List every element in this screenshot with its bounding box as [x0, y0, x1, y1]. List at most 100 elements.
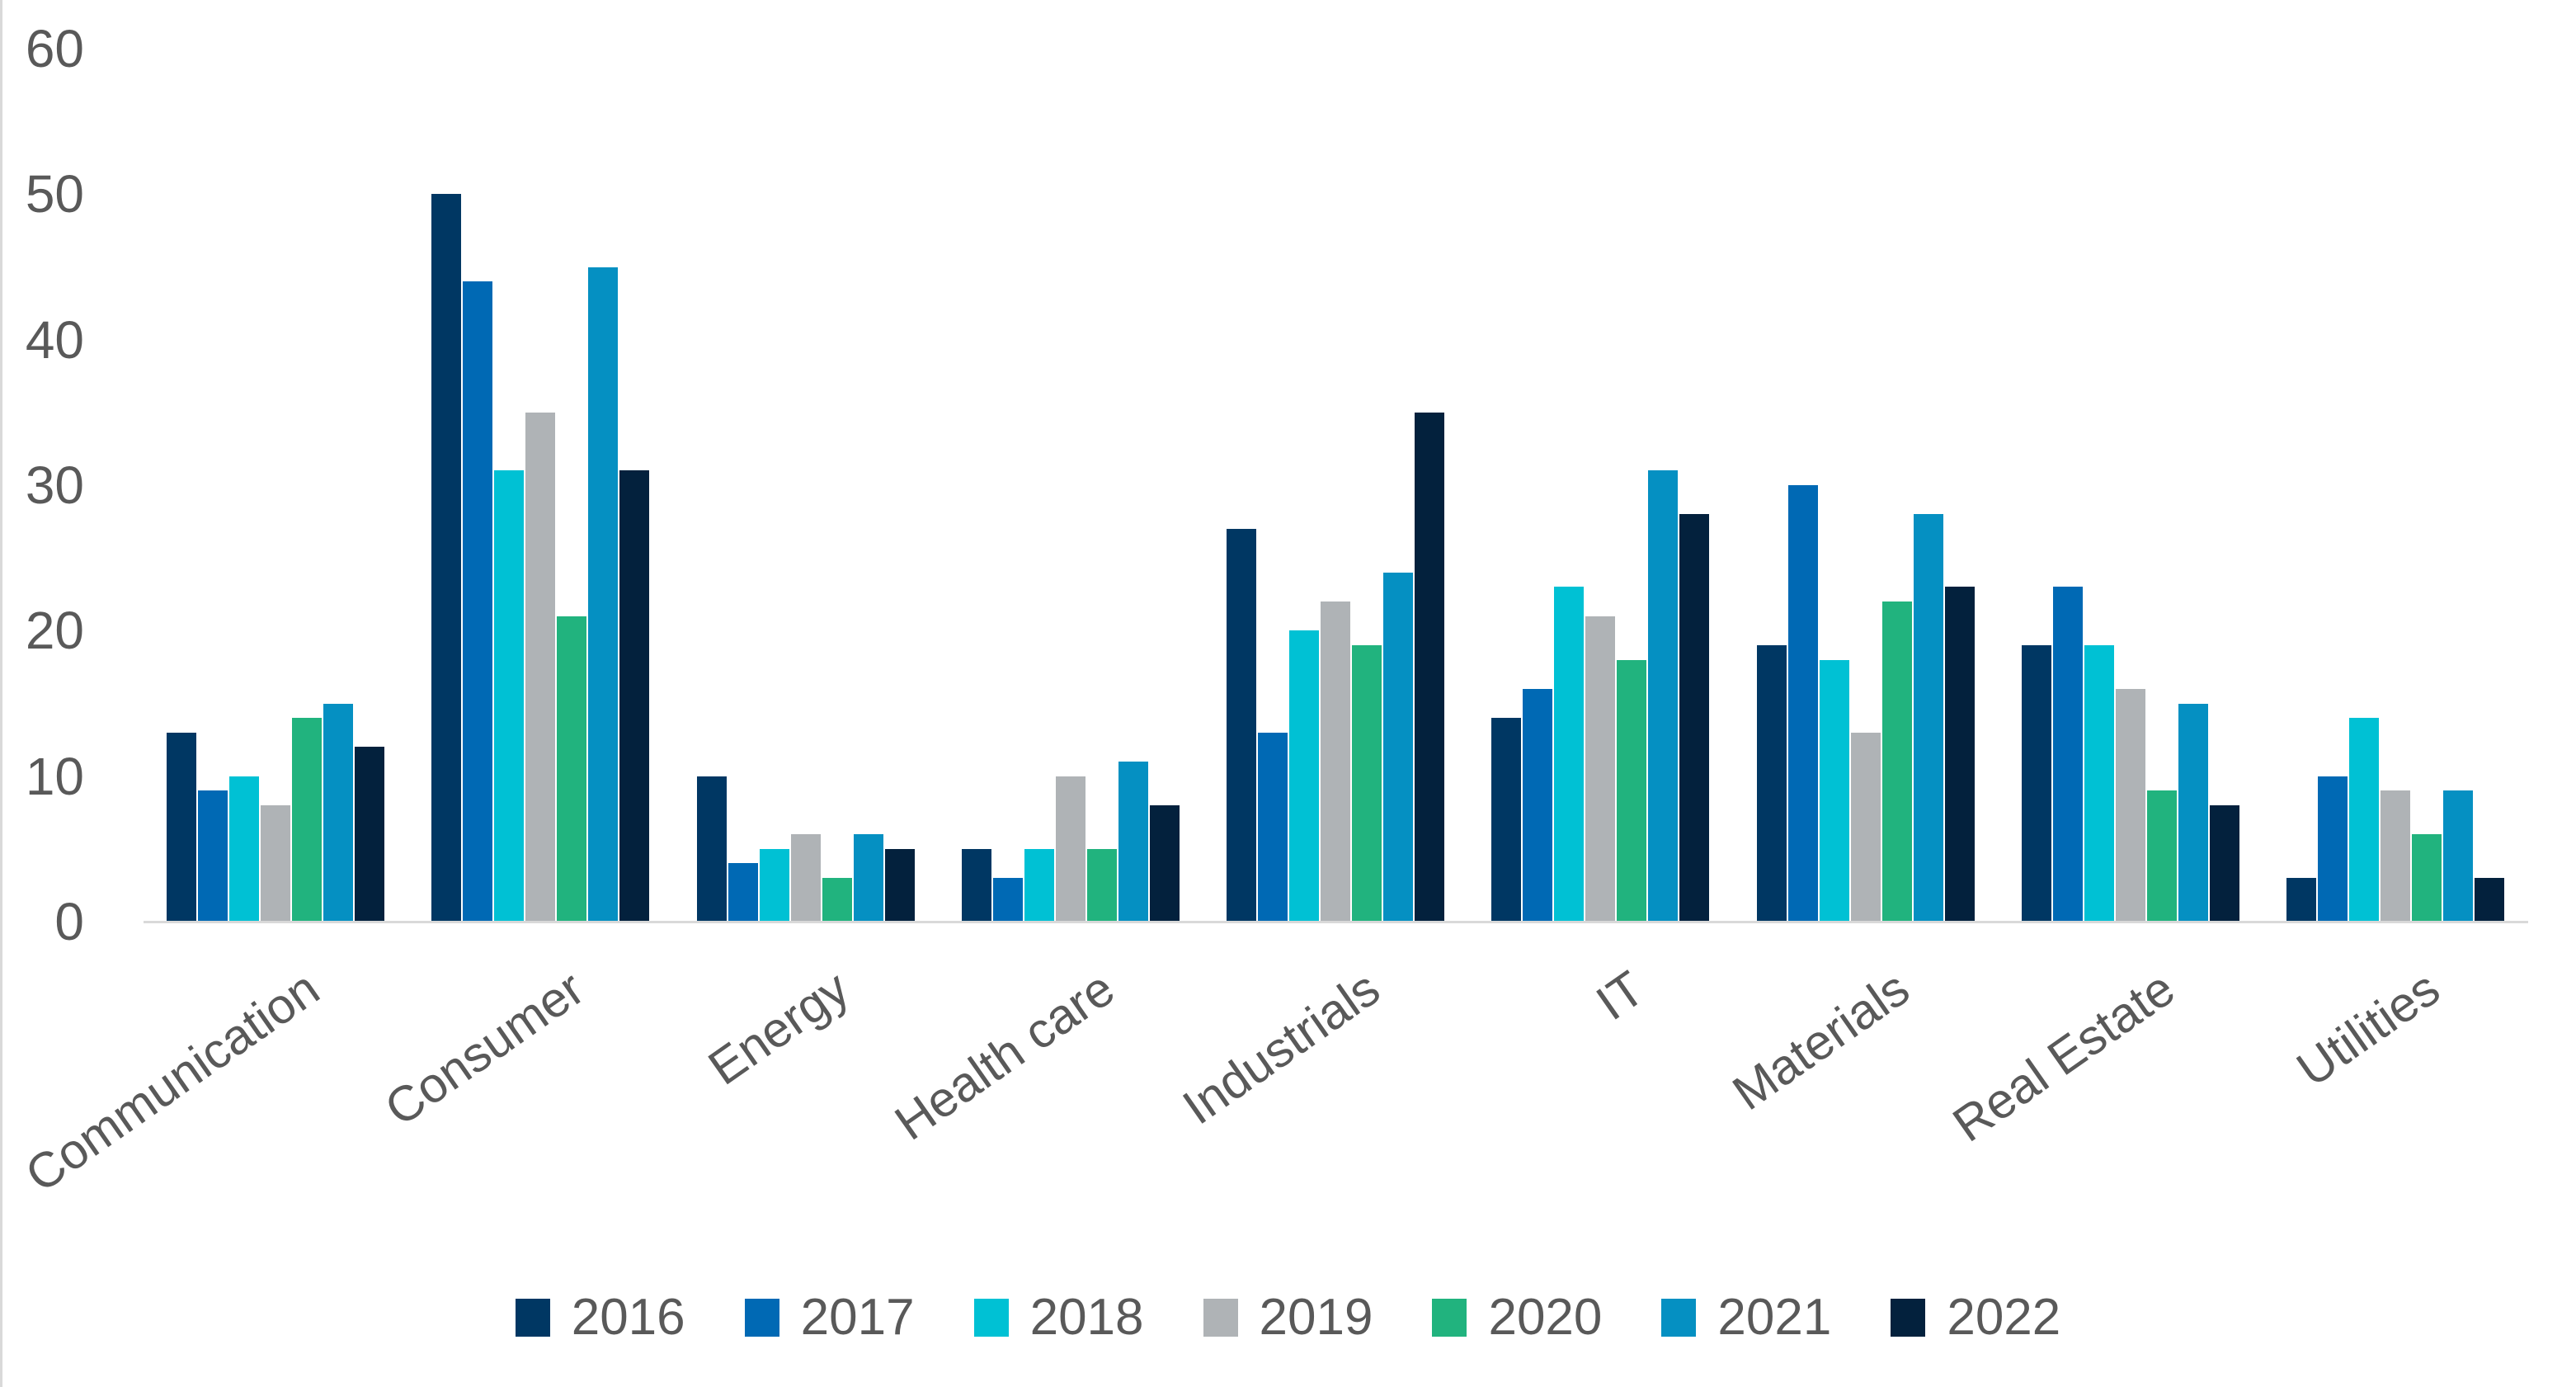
bar-energy-2022	[884, 848, 915, 922]
category-label-industrials: Industrials	[1172, 960, 1390, 1135]
bar-health-care-2016	[961, 848, 991, 922]
bar-it-2019	[1585, 616, 1616, 922]
bar-energy-2020	[822, 878, 852, 922]
bar-consumer-2019	[525, 412, 556, 922]
y-axis-tick-label-10: 10	[25, 746, 84, 806]
legend-marker-2019	[1203, 1299, 1238, 1337]
bar-real-estate-2018	[2084, 644, 2114, 922]
bar-materials-2022	[1944, 587, 1975, 922]
bar-communication-2021	[323, 703, 353, 922]
bar-energy-2016	[696, 776, 727, 922]
y-axis-tick-label-30: 30	[25, 455, 84, 515]
bar-materials-2021	[1913, 514, 1943, 922]
legend-item-2020: 2020	[1432, 1289, 1602, 1347]
chart-left-border	[0, 0, 2, 1387]
bar-utilities-2016	[2286, 878, 2316, 922]
bar-consumer-2016	[431, 194, 462, 922]
bar-energy-2019	[790, 834, 821, 922]
bar-consumer-2020	[557, 616, 587, 922]
category-label-consumer: Consumer	[375, 960, 595, 1137]
legend-item-2019: 2019	[1203, 1289, 1373, 1347]
legend-label-2018: 2018	[1029, 1289, 1144, 1346]
bar-utilities-2020	[2412, 834, 2442, 922]
bar-utilities-2022	[2475, 878, 2504, 922]
bar-industrials-2018	[1289, 630, 1319, 922]
bar-consumer-2022	[619, 470, 650, 922]
bar-communication-2018	[229, 776, 259, 922]
legend-label-2022: 2022	[1947, 1289, 2061, 1346]
bar-materials-2018	[1819, 659, 1849, 922]
legend: 2016 2017 2018 2019 2020 2021 2022	[0, 1289, 2576, 1347]
bar-it-2022	[1679, 514, 1710, 922]
category-label-health-care: Health care	[884, 960, 1124, 1151]
category-label-real-estate: Real Estate	[1943, 960, 2184, 1153]
legend-label-2020: 2020	[1488, 1289, 1603, 1346]
bar-industrials-2019	[1321, 602, 1350, 922]
bar-industrials-2016	[1227, 528, 1256, 922]
bar-utilities-2021	[2443, 790, 2473, 922]
y-axis-tick-label-60: 60	[25, 19, 84, 79]
bar-health-care-2020	[1086, 848, 1117, 922]
category-label-it: IT	[1586, 960, 1655, 1031]
legend-marker-2016	[515, 1299, 550, 1337]
legend-item-2018: 2018	[973, 1289, 1144, 1347]
bar-real-estate-2019	[2115, 688, 2145, 922]
bar-industrials-2017	[1258, 732, 1288, 922]
bar-communication-2022	[355, 747, 384, 922]
bar-utilities-2018	[2349, 718, 2379, 922]
bar-industrials-2020	[1352, 644, 1382, 922]
bar-real-estate-2022	[2209, 804, 2239, 922]
bar-consumer-2017	[463, 281, 493, 922]
y-axis-tick-label-40: 40	[25, 309, 84, 370]
bar-energy-2017	[728, 863, 758, 922]
legend-item-2021: 2021	[1661, 1289, 1831, 1347]
bar-health-care-2021	[1118, 762, 1148, 922]
bar-real-estate-2017	[2052, 587, 2083, 922]
bar-it-2017	[1523, 688, 1553, 922]
legend-label-2017: 2017	[800, 1289, 915, 1346]
category-label-utilities: Utilities	[2286, 960, 2450, 1097]
legend-label-2016: 2016	[571, 1289, 685, 1346]
legend-label-2019: 2019	[1259, 1289, 1373, 1346]
bar-it-2021	[1648, 470, 1679, 922]
y-axis-tick-label-0: 0	[54, 892, 84, 951]
category-label-materials: Materials	[1722, 960, 1919, 1121]
bar-utilities-2017	[2318, 776, 2348, 922]
legend-item-2016: 2016	[515, 1289, 685, 1347]
bar-real-estate-2021	[2178, 703, 2208, 922]
bar-industrials-2021	[1383, 572, 1413, 922]
legend-item-2017: 2017	[744, 1289, 915, 1347]
bar-materials-2020	[1881, 602, 1912, 922]
bar-it-2020	[1617, 659, 1647, 922]
legend-marker-2017	[744, 1299, 779, 1337]
legend-marker-2018	[973, 1299, 1009, 1337]
bar-it-2018	[1554, 587, 1585, 922]
bar-materials-2017	[1787, 485, 1818, 922]
bar-utilities-2019	[2381, 790, 2410, 922]
bar-communication-2017	[198, 790, 228, 922]
legend-marker-2020	[1432, 1299, 1467, 1337]
bar-health-care-2019	[1055, 776, 1085, 922]
bar-communication-2016	[167, 732, 196, 922]
bar-communication-2019	[261, 804, 290, 922]
bar-consumer-2021	[588, 267, 619, 922]
bar-communication-2020	[292, 718, 322, 922]
bar-energy-2018	[759, 848, 789, 922]
legend-marker-2021	[1661, 1299, 1697, 1337]
bar-industrials-2022	[1415, 412, 1444, 922]
bar-materials-2019	[1850, 732, 1881, 922]
bar-materials-2016	[1756, 644, 1787, 922]
bar-real-estate-2020	[2146, 790, 2177, 922]
category-label-communication: Communication	[16, 960, 330, 1203]
y-axis-tick-label-20: 20	[25, 601, 84, 661]
x-axis-line	[144, 921, 2528, 923]
bar-health-care-2017	[992, 878, 1023, 922]
bar-consumer-2018	[494, 470, 525, 922]
bar-energy-2021	[853, 834, 883, 922]
bar-real-estate-2016	[2021, 644, 2051, 922]
legend-label-2021: 2021	[1717, 1289, 1832, 1346]
bar-it-2016	[1491, 718, 1522, 922]
legend-item-2022: 2022	[1891, 1289, 2060, 1347]
legend-marker-2022	[1891, 1299, 1926, 1337]
